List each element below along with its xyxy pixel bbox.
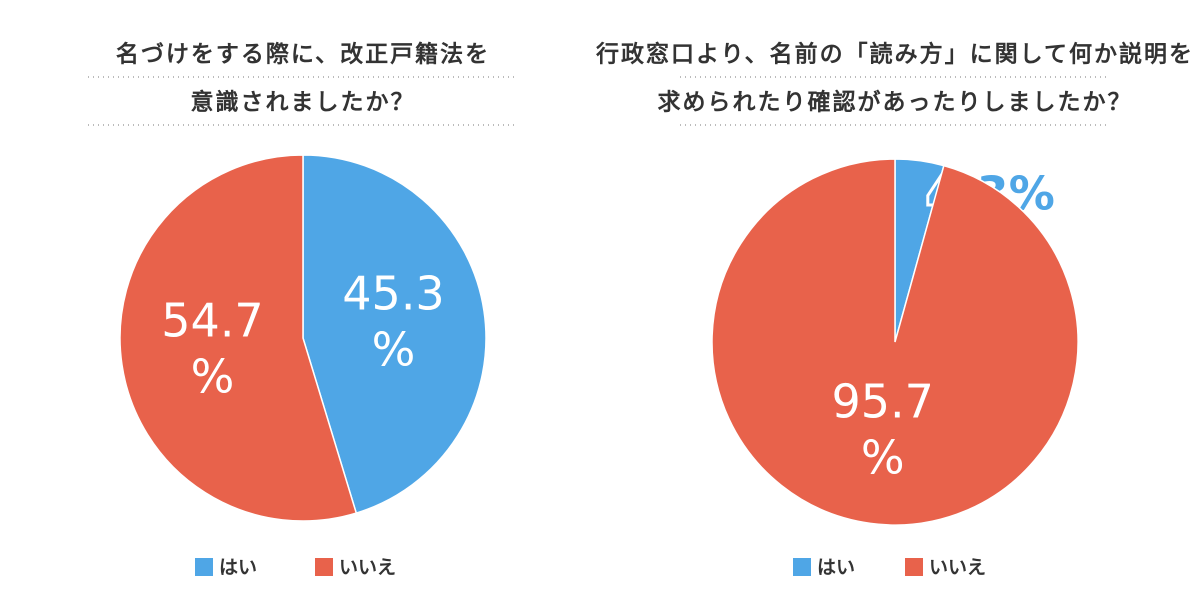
pie-slice <box>119 154 358 522</box>
value-label-number: 45.3 <box>342 266 444 320</box>
value-label: 95.7% <box>831 374 933 484</box>
chart-title: 求められたり確認があったりしましたか？ <box>658 89 1133 116</box>
chart-title: 行政窓口より、名前の「読み方」に関して何か説明を <box>595 41 1194 68</box>
legend-label: いいえ <box>339 557 396 579</box>
legend-label: はい <box>219 557 257 579</box>
value-label-unit: % <box>372 322 416 376</box>
value-label: 54.7% <box>161 293 263 403</box>
legend-swatch <box>315 558 333 576</box>
value-label-unit: % <box>191 349 235 403</box>
value-label-unit: % <box>861 430 905 484</box>
legend-label: いいえ <box>929 557 986 579</box>
legend-swatch <box>195 558 213 576</box>
legend-label: はい <box>817 557 855 579</box>
value-label: 45.3% <box>342 266 444 376</box>
legend-swatch <box>905 558 923 576</box>
value-label-number: 95.7 <box>831 374 933 428</box>
pie-slice <box>711 158 1079 526</box>
value-label-number: 54.7 <box>161 293 263 347</box>
chart-title: 意識されましたか？ <box>191 89 416 116</box>
chart-title: 名づけをする際に、改正戸籍法を <box>116 41 490 68</box>
legend-swatch <box>793 558 811 576</box>
pie-slice <box>302 154 487 515</box>
